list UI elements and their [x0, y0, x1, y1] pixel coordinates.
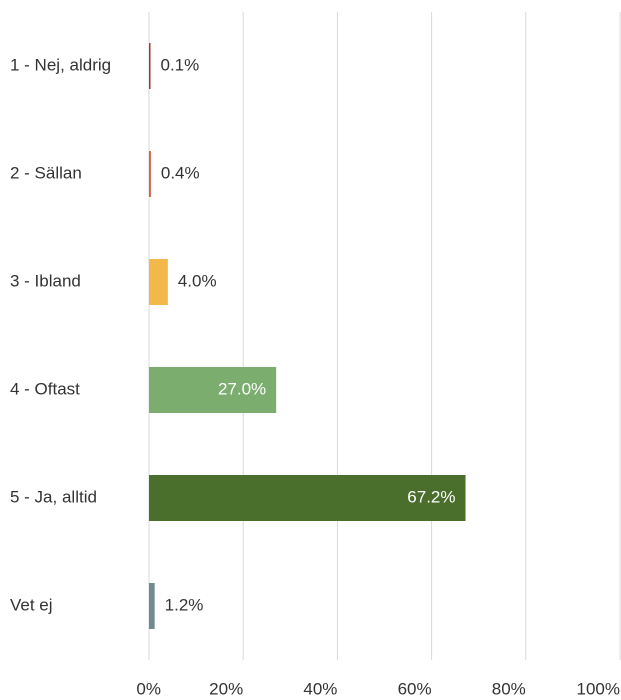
x-tick-label: 100% [577, 679, 620, 698]
bar [149, 367, 277, 413]
value-label: 1.2% [165, 595, 204, 614]
category-label: 3 - Ibland [10, 271, 81, 290]
value-label: 0.1% [161, 55, 200, 74]
bar [149, 151, 151, 197]
x-tick-label: 80% [492, 679, 526, 698]
x-tick-label: 20% [209, 679, 243, 698]
category-label: 4 - Oftast [10, 379, 80, 398]
x-tick-label: 60% [398, 679, 432, 698]
category-label: 5 - Ja, alltid [10, 487, 97, 506]
value-label: 4.0% [178, 271, 217, 290]
bar [149, 475, 466, 521]
x-tick-label: 40% [303, 679, 337, 698]
bar [149, 43, 151, 89]
x-tick-label: 0% [136, 679, 161, 698]
value-label: 27.0% [218, 379, 266, 398]
category-label: 1 - Nej, aldrig [10, 55, 111, 74]
bar [149, 259, 168, 305]
category-label: Vet ej [10, 595, 53, 614]
bar [149, 583, 155, 629]
value-label: 67.2% [407, 487, 455, 506]
value-label: 0.4% [161, 163, 200, 182]
category-label: 2 - Sällan [10, 163, 82, 182]
